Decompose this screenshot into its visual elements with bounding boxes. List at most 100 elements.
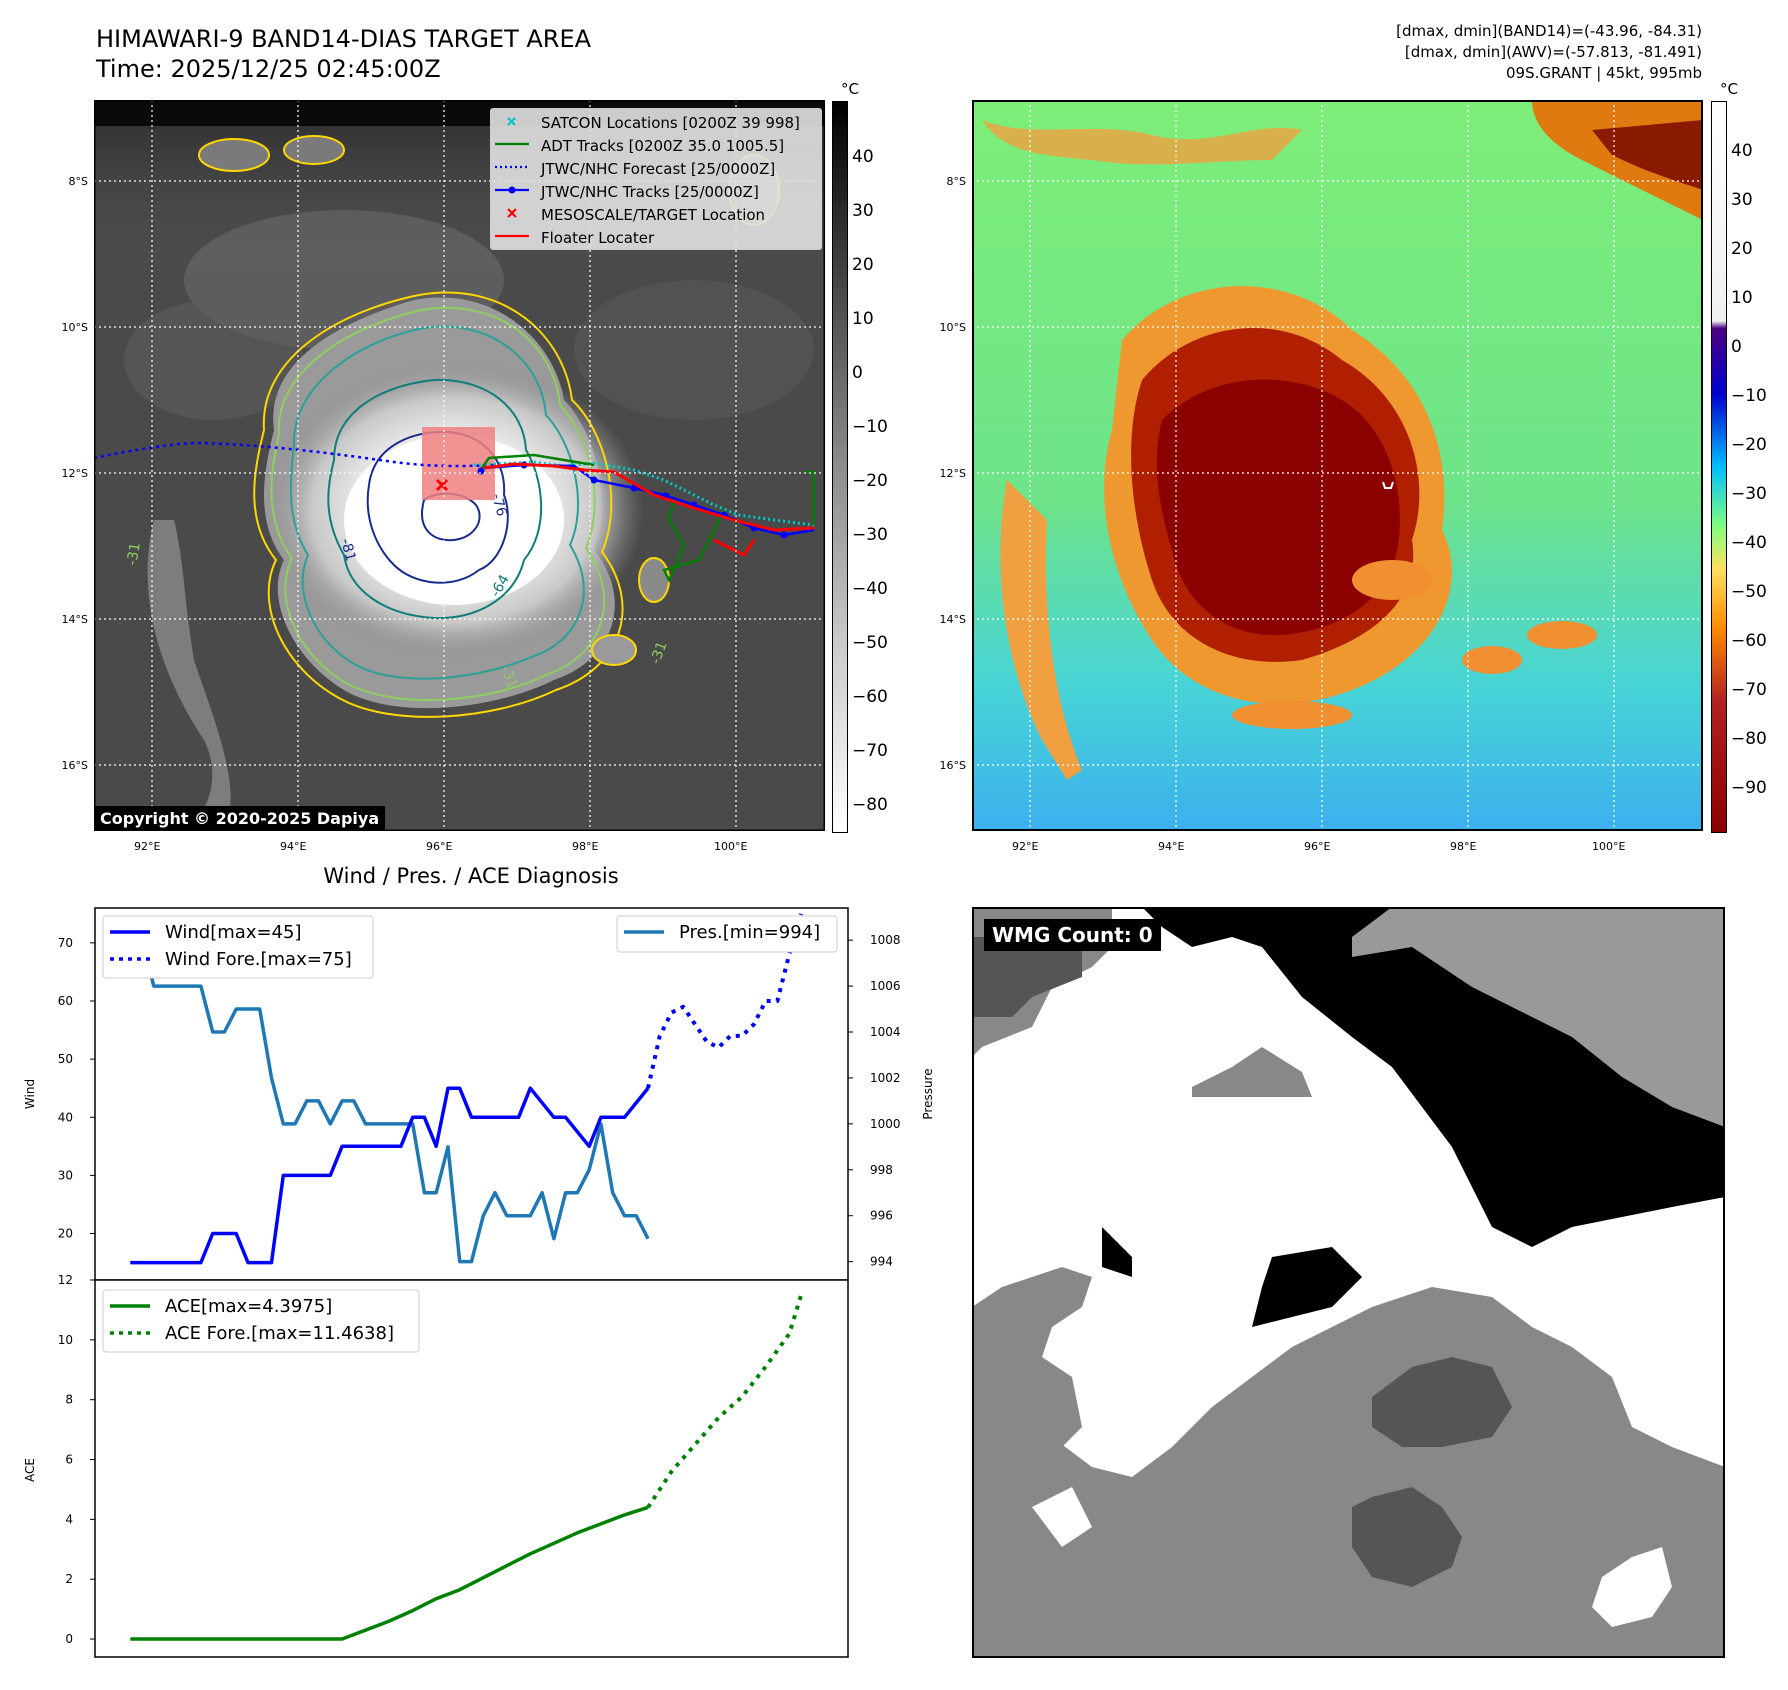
- colorbar-tick: −80: [852, 795, 888, 815]
- pressure-axis-label: Pressure: [921, 1068, 935, 1119]
- target-area-box: [422, 427, 495, 500]
- colorbar-tick: 20: [1731, 239, 1753, 259]
- color-map-panel: [972, 100, 1703, 831]
- colorbar-tick: −20: [1731, 435, 1767, 455]
- colorbar-tick: −10: [1731, 386, 1767, 406]
- lat-label: 8°S: [68, 175, 88, 188]
- legend-ace-fore: ACE Fore.[max=11.4638]: [165, 1323, 394, 1344]
- pres-tick-label: 998: [870, 1163, 893, 1177]
- wind-tick-label: 40: [58, 1110, 73, 1124]
- wind-line: [130, 1086, 650, 1265]
- lat-label: 10°S: [939, 321, 966, 334]
- ir-map-grid: [94, 100, 825, 831]
- legend-adt: ADT Tracks [0200Z 35.0 1005.5]: [541, 137, 785, 155]
- title-line2: Time: 2025/12/25 02:45:00Z: [96, 55, 441, 83]
- title-line1: HIMAWARI-9 BAND14-DIAS TARGET AREA: [96, 25, 592, 53]
- wind-legend: Wind[max=45] Wind Fore.[max=75]: [102, 915, 374, 979]
- info-line2: [dmax, dmin](AWV)=(-57.813, -81.491): [1404, 43, 1702, 61]
- lat-label: 10°S: [61, 321, 88, 334]
- ace-tick-label: 6: [65, 1453, 73, 1467]
- colorbar-tick: −20: [852, 471, 888, 491]
- colorbar-tick: −10: [852, 417, 888, 437]
- colorbar-tick: −90: [1731, 778, 1767, 798]
- colorbar-tick: 10: [1731, 288, 1753, 308]
- colorbar-tick: −80: [1731, 729, 1767, 749]
- lon-label: 98°E: [1450, 840, 1477, 853]
- wind-tick-label: 70: [58, 936, 73, 950]
- ace-tick-label: 4: [65, 1512, 73, 1526]
- contour-label: -31: [497, 664, 520, 691]
- map-legend: SATCON Locations [0200Z 39 998] ADT Trac…: [490, 108, 822, 250]
- ace-tick-label: 8: [65, 1393, 73, 1407]
- diagnosis-title: Wind / Pres. / ACE Diagnosis: [323, 864, 619, 888]
- ace-forecast-line: [646, 1295, 803, 1509]
- lon-label: 92°E: [134, 840, 161, 853]
- lat-label: 16°S: [939, 759, 966, 772]
- pres-tick-label: 1006: [870, 979, 901, 993]
- colorbar2-ticks: 40 30 20 10 0 −10 −20 −30 −40 −50 −60 −7…: [1731, 101, 1788, 831]
- colorbar-tick: −40: [1731, 533, 1767, 553]
- info-line3: 09S.GRANT | 45kt, 995mb: [1505, 64, 1702, 82]
- colorbar-tick: −70: [852, 741, 888, 761]
- lat-label: 12°S: [61, 467, 88, 480]
- legend-target: MESOSCALE/TARGET Location: [541, 206, 766, 224]
- colorbar-tick: 40: [852, 147, 874, 167]
- target-location-marker: [435, 478, 449, 492]
- lon-label: 100°E: [1592, 840, 1626, 853]
- contour-label: -76: [488, 492, 509, 518]
- colorbar-tick: 0: [852, 363, 863, 383]
- wind-forecast-line: [646, 913, 803, 1089]
- pres-legend: Pres.[min=994]: [616, 915, 838, 953]
- contour-label: -81: [337, 537, 358, 563]
- ace-tick-label: 0: [65, 1632, 73, 1646]
- colorbar-tick: 30: [1731, 190, 1753, 210]
- ace-axis-label: ACE: [23, 1458, 37, 1482]
- wmg-map-svg: [972, 907, 1725, 1658]
- wind-axis-label: Wind: [23, 1079, 37, 1109]
- pres-tick-label: 1008: [870, 933, 901, 947]
- lon-label: 96°E: [1304, 840, 1331, 853]
- contour-label: -31: [648, 639, 671, 666]
- lat-label: 14°S: [61, 613, 88, 626]
- ace-line: [130, 1505, 649, 1641]
- colorbar-tick: 10: [852, 309, 874, 329]
- jtwc-forecast-track: [93, 441, 495, 468]
- wmg-count-badge: WMG Count: 0: [984, 919, 1161, 951]
- colorbar-tick: −40: [852, 579, 888, 599]
- colorbar2: [1711, 101, 1727, 833]
- ace-tick-label: 2: [65, 1572, 73, 1586]
- pressure-line: [130, 938, 650, 1264]
- legend-jtwc-tracks: JTWC/NHC Tracks [25/0000Z]: [541, 183, 759, 201]
- legend-pres: Pres.[min=994]: [679, 922, 820, 943]
- pres-tick-label: 1000: [870, 1117, 901, 1131]
- lon-label: 100°E: [714, 840, 748, 853]
- lon-label: 96°E: [426, 840, 453, 853]
- lat-label: 12°S: [939, 467, 966, 480]
- color-map-svg: [972, 100, 1703, 831]
- pres-tick-label: 996: [870, 1209, 893, 1223]
- color-map-grid: [972, 100, 1703, 831]
- color-map-lat-axis: 8°S 10°S 12°S 14°S 16°S: [918, 100, 968, 831]
- legend-wind-fore: Wind Fore.[max=75]: [165, 949, 352, 970]
- colorbar-tick: −50: [852, 633, 888, 653]
- copyright-badge: Copyright © 2020-2025 Dapiya: [94, 806, 386, 831]
- wind-tick-label: 30: [58, 1168, 73, 1182]
- lon-label: 92°E: [1012, 840, 1039, 853]
- color-map-lon-axis: 92°E 94°E 96°E 98°E 100°E: [972, 840, 1703, 856]
- ace-tick-label: 12: [58, 1273, 73, 1287]
- colorbar1: [832, 101, 848, 833]
- contour-label: -31: [124, 541, 144, 566]
- legend-wind: Wind[max=45]: [165, 922, 302, 943]
- adt-track: [477, 453, 816, 583]
- ace-tick-label: 10: [58, 1333, 73, 1347]
- lat-label: 14°S: [939, 613, 966, 626]
- wind-tick-label: 60: [58, 994, 73, 1008]
- colorbar-tick: −60: [852, 687, 888, 707]
- colorbar-tick: 0: [1731, 337, 1742, 357]
- lon-label: 98°E: [572, 840, 599, 853]
- wind-tick-label: 50: [58, 1052, 73, 1066]
- lat-label: 16°S: [61, 759, 88, 772]
- colorbar-tick: −70: [1731, 680, 1767, 700]
- pres-tick-label: 1004: [870, 1025, 901, 1039]
